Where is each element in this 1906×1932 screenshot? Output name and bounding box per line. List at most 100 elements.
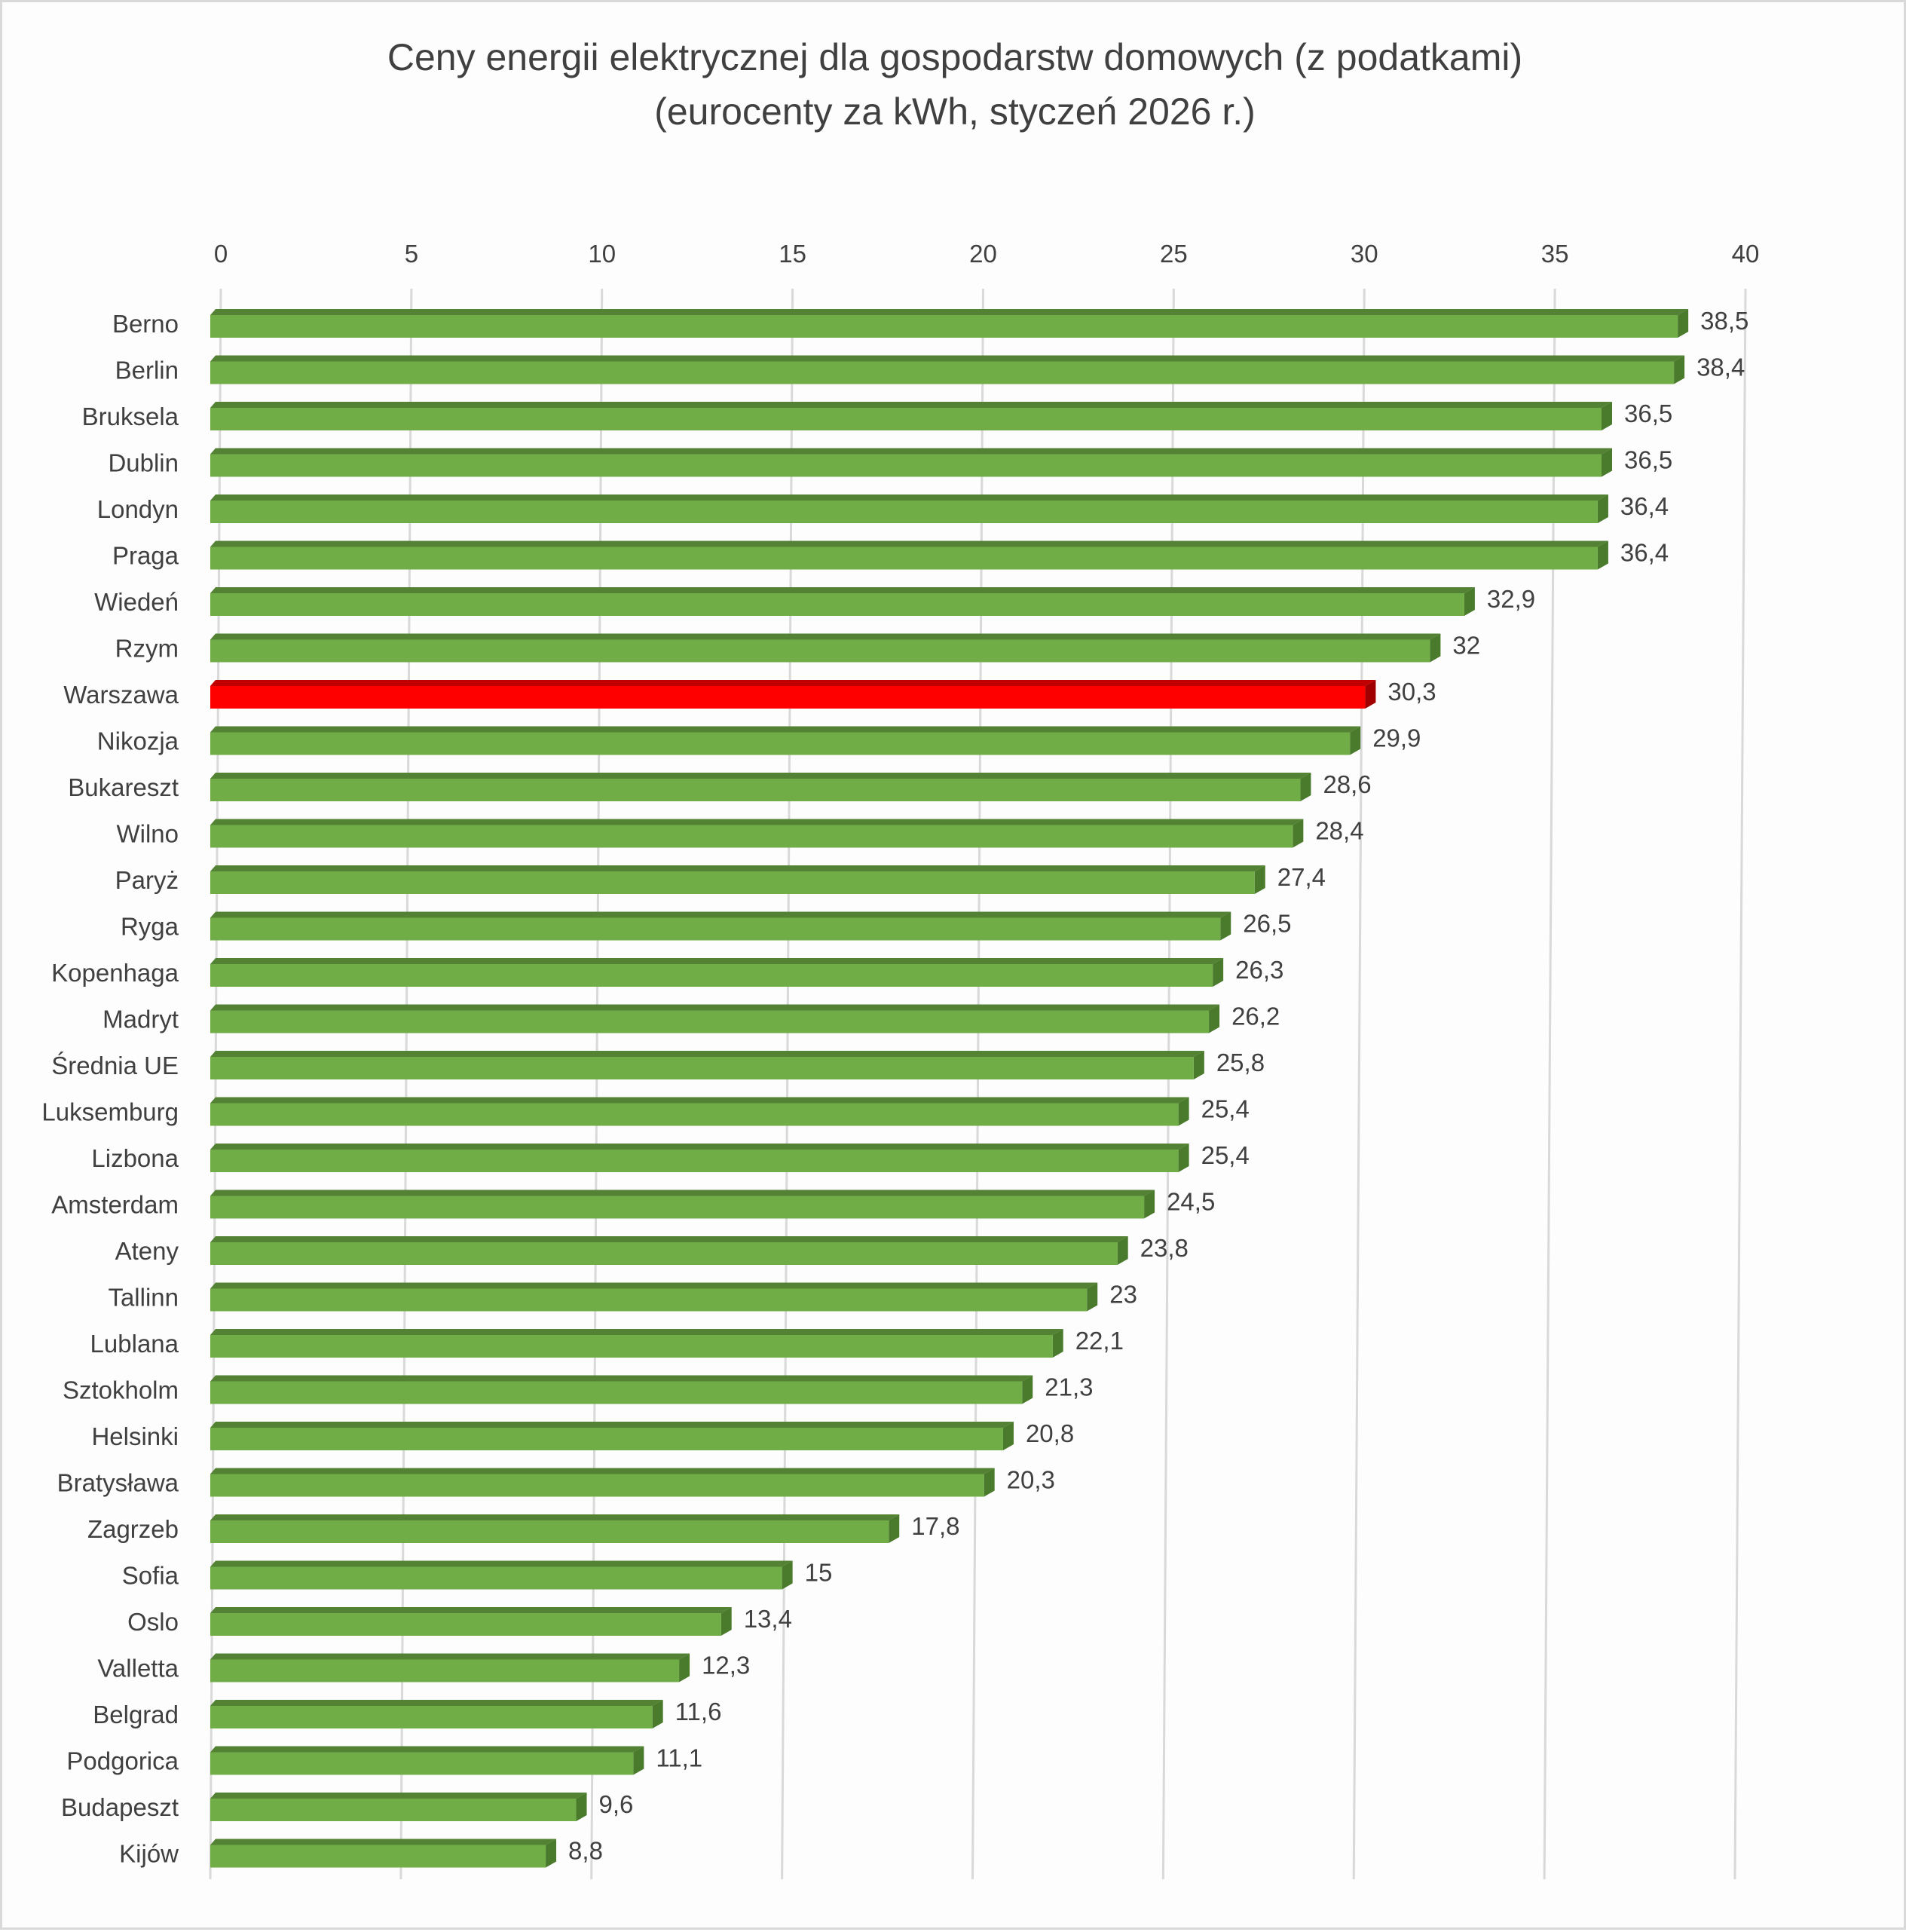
data-label: 36,5	[1624, 400, 1672, 427]
data-label: 20,8	[1026, 1419, 1074, 1447]
bar-6: Wiedeń 32,9	[94, 585, 1535, 616]
bar-top	[210, 1375, 1033, 1382]
bar	[210, 1428, 1003, 1450]
bar-side	[889, 1514, 900, 1543]
bar-side	[1209, 1004, 1220, 1033]
bar-side	[1678, 309, 1689, 338]
data-label: 32	[1452, 632, 1480, 660]
category-label: Zagrzeb	[87, 1515, 179, 1543]
bar-side	[1674, 355, 1685, 384]
bar-5: Praga 36,4	[112, 539, 1669, 570]
bar-top	[210, 1190, 1155, 1196]
bar-side	[1117, 1236, 1128, 1265]
category-label: Podgorica	[66, 1747, 179, 1775]
bar-top	[210, 1607, 732, 1613]
gridline	[781, 288, 794, 1880]
gridline	[1733, 288, 1747, 1880]
x-tick-label: 15	[779, 240, 806, 268]
bar-side	[1365, 680, 1376, 709]
bar-19: Amsterdam 24,5	[51, 1188, 1215, 1219]
bar-top	[210, 1560, 793, 1567]
bar-17: Luksemburg 25,4	[41, 1095, 1250, 1126]
bar-22: Lublana 22,1	[90, 1327, 1124, 1358]
bar-top	[210, 633, 1441, 640]
category-label: Paryż	[115, 866, 179, 894]
bar-top	[210, 355, 1685, 362]
category-label: Luksemburg	[41, 1098, 179, 1126]
data-label: 11,6	[675, 1698, 722, 1725]
category-label: Wiedeń	[94, 588, 179, 616]
bar-side	[984, 1468, 995, 1497]
bar-top	[210, 1144, 1189, 1150]
data-label: 17,8	[911, 1512, 959, 1540]
bar-25: Bratysława 20,3	[57, 1466, 1055, 1497]
bar-top	[210, 1514, 900, 1520]
data-label: 24,5	[1167, 1188, 1215, 1216]
bar	[210, 1706, 653, 1728]
category-label: Rzym	[115, 635, 179, 663]
bar-side	[1597, 494, 1608, 523]
bar	[210, 1474, 984, 1497]
bar	[210, 1613, 721, 1636]
bar-top	[210, 402, 1612, 408]
bar-side	[1464, 587, 1475, 616]
data-label: 25,4	[1201, 1141, 1250, 1169]
bar-side	[1597, 540, 1608, 570]
bar-9: Nikozja 29,9	[97, 724, 1421, 755]
x-tick-label: 10	[588, 240, 616, 268]
bar-side	[1052, 1329, 1063, 1358]
x-tick-label: 25	[1160, 240, 1188, 268]
category-label: Oslo	[127, 1608, 179, 1636]
bar-top	[210, 1468, 995, 1474]
x-tick-label: 0	[214, 240, 228, 268]
bar	[210, 1845, 546, 1868]
category-label: Amsterdam	[51, 1191, 179, 1219]
category-label: Madryt	[102, 1006, 179, 1033]
bar-29: Valletta 12,3	[97, 1652, 750, 1682]
data-label: 9,6	[599, 1790, 634, 1818]
bar	[210, 454, 1602, 477]
bar-7: Rzym 32	[115, 632, 1480, 663]
bar-side	[1601, 402, 1612, 430]
category-label: Helsinki	[91, 1422, 179, 1450]
data-label: 36,4	[1620, 492, 1669, 520]
bar-side	[1178, 1097, 1189, 1126]
data-label: 28,6	[1323, 770, 1371, 798]
data-label: 26,2	[1231, 1003, 1280, 1030]
bar	[210, 964, 1213, 987]
bar-top	[210, 1422, 1014, 1428]
bar-21: Tallinn 23	[108, 1281, 1137, 1312]
bar	[210, 1335, 1053, 1358]
bar	[210, 1150, 1179, 1172]
category-label: Sztokholm	[63, 1376, 179, 1404]
bar-11: Wilno 28,4	[116, 817, 1364, 848]
bar-1: Berlin 38,4	[115, 354, 1745, 384]
bar-12: Paryż 27,4	[115, 863, 1326, 894]
bar-24: Helsinki 20,8	[91, 1419, 1074, 1450]
bar	[210, 1566, 782, 1590]
bar	[210, 1381, 1023, 1404]
bar-side	[1022, 1375, 1033, 1404]
data-label: 38,5	[1700, 307, 1748, 335]
bar	[210, 1242, 1118, 1265]
bar	[210, 593, 1464, 616]
bar-side	[576, 1793, 587, 1821]
bar-side	[1178, 1144, 1189, 1172]
bar-side	[546, 1839, 557, 1868]
bar-top	[210, 819, 1304, 825]
bar-side	[1220, 911, 1231, 941]
bar	[210, 732, 1351, 755]
chart-title: Ceny energii elektrycznej dla gospodarst…	[387, 36, 1522, 78]
bar	[210, 871, 1255, 894]
data-label: 26,5	[1243, 910, 1291, 938]
bar-top	[210, 1793, 587, 1799]
bar-top	[210, 587, 1475, 593]
bar	[210, 1659, 680, 1682]
bar-top	[210, 540, 1608, 547]
data-label: 12,3	[702, 1652, 750, 1679]
bar-top	[210, 726, 1361, 733]
bar-8: Warszawa 30,3	[63, 678, 1436, 709]
data-label: 36,5	[1624, 446, 1672, 474]
